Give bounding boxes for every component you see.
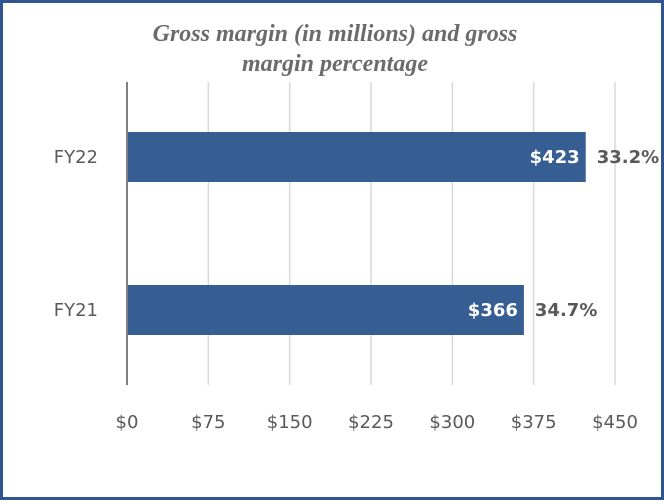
axes: $0 $75 $150 $225 $300 $375 $450 FY22 FY21 [54,82,638,433]
bar-value-label-fy21: $366 [468,300,518,321]
chart-title-line-2: margin percentage [242,51,428,77]
chart-title-line-1: Gross margin (in millions) and gross [152,21,518,47]
x-tick-label-0: $0 [116,412,139,433]
x-tick-label-1: $75 [191,412,225,433]
gridlines [207,82,616,385]
x-tick-label-3: $225 [348,412,394,433]
category-label-fy21: FY21 [54,300,98,321]
x-tick-label-5: $375 [511,412,557,433]
x-tick-label-4: $300 [429,412,475,433]
bar-value-label-fy22: $423 [530,147,580,168]
bar-fy21 [128,285,524,335]
x-tick-label-2: $150 [267,412,313,433]
bar-fy22 [128,132,586,182]
percent-label-fy22: 33.2% [597,147,659,168]
chart-title: Gross margin (in millions) and gross mar… [3,19,664,79]
bars: $423 33.2% $366 34.7% [128,132,659,335]
x-tick-label-6: $450 [592,412,638,433]
percent-label-fy21: 34.7% [535,300,597,321]
category-label-fy22: FY22 [54,147,98,168]
